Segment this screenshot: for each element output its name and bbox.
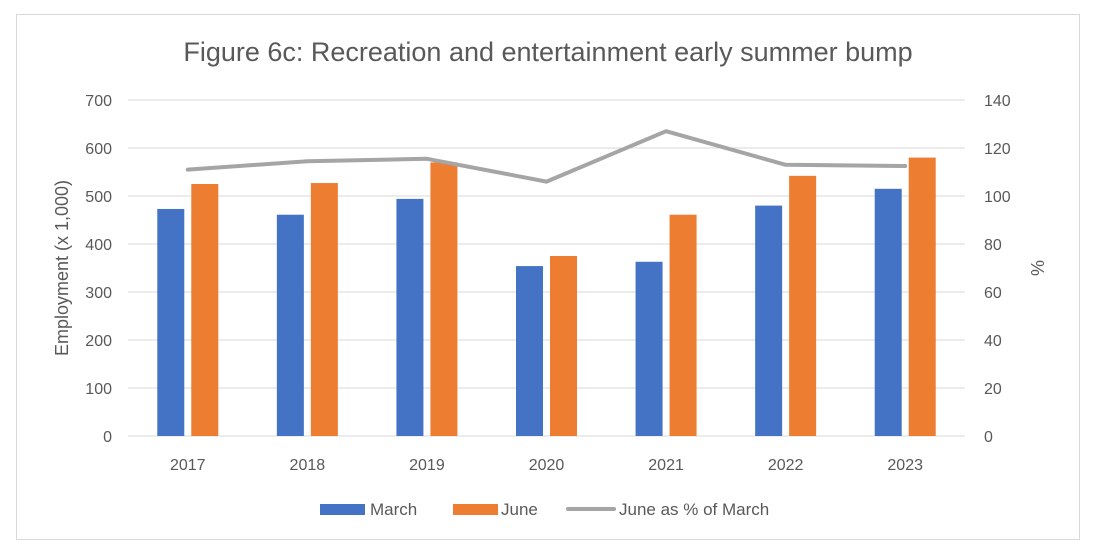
y-tick-label: 600 bbox=[85, 141, 112, 158]
x-tick-label: 2019 bbox=[409, 457, 445, 474]
x-tick-label: 2021 bbox=[648, 457, 684, 474]
x-tick-label: 2018 bbox=[290, 457, 326, 474]
bar-june bbox=[908, 157, 936, 436]
y-tick-label: 300 bbox=[85, 285, 112, 302]
y2-tick-label: 60 bbox=[984, 285, 1002, 302]
series-line bbox=[185, 129, 908, 184]
y2-tick-label: 100 bbox=[984, 189, 1011, 206]
legend: March June June as % of March bbox=[320, 500, 769, 519]
bar-march bbox=[874, 188, 902, 436]
legend-label: March bbox=[370, 500, 417, 519]
bar-june bbox=[789, 175, 817, 436]
x-tick-label: 2022 bbox=[768, 457, 804, 474]
right-axis-ticks: 0 20 40 60 80 100 120 140 bbox=[984, 93, 1011, 446]
chart-title: Figure 6c: Recreation and entertainment … bbox=[183, 37, 912, 67]
legend-swatch bbox=[453, 504, 498, 515]
y-tick-label: 500 bbox=[85, 189, 112, 206]
y2-tick-label: 0 bbox=[984, 429, 993, 446]
y2-tick-label: 120 bbox=[984, 141, 1011, 158]
bar-june bbox=[191, 184, 219, 436]
bar-june bbox=[430, 162, 458, 436]
gridlines bbox=[128, 99, 965, 437]
y2-tick-label: 80 bbox=[984, 237, 1002, 254]
y2-axis-label: % bbox=[1027, 260, 1047, 276]
bar-june bbox=[310, 183, 338, 436]
bar-march bbox=[396, 198, 424, 436]
legend-label: June as % of March bbox=[619, 500, 769, 519]
left-axis-ticks: 0 100 200 300 400 500 600 700 bbox=[85, 93, 112, 446]
bar-june bbox=[550, 256, 577, 436]
y-tick-label: 700 bbox=[85, 93, 112, 110]
y-tick-label: 100 bbox=[85, 381, 112, 398]
y-tick-label: 0 bbox=[103, 429, 112, 446]
y2-tick-label: 20 bbox=[984, 381, 1002, 398]
x-axis-ticks: 2017 2018 2019 2020 2021 2022 2023 bbox=[170, 457, 923, 474]
bar-march bbox=[276, 214, 304, 436]
line-series bbox=[185, 129, 908, 184]
bar-march bbox=[635, 261, 663, 436]
bar-march bbox=[157, 208, 185, 436]
bars bbox=[157, 157, 936, 436]
x-tick-label: 2023 bbox=[887, 457, 923, 474]
y-tick-label: 200 bbox=[85, 333, 112, 350]
bar-june bbox=[669, 214, 697, 436]
bar-march bbox=[755, 205, 783, 436]
x-tick-label: 2020 bbox=[529, 457, 565, 474]
legend-label: June bbox=[501, 500, 538, 519]
bar-march bbox=[516, 266, 543, 436]
x-tick-label: 2017 bbox=[170, 457, 206, 474]
y2-tick-label: 140 bbox=[984, 93, 1011, 110]
y2-tick-label: 40 bbox=[984, 333, 1002, 350]
y-tick-label: 400 bbox=[85, 237, 112, 254]
legend-swatch bbox=[320, 504, 365, 515]
y-axis-label: Employment (x 1,000) bbox=[52, 180, 72, 356]
